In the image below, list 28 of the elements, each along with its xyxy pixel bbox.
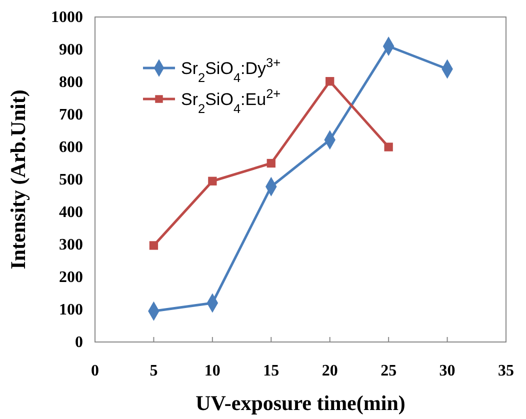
x-axis-title: UV-exposure time(min) bbox=[196, 391, 406, 415]
y-axis-title: Intensity (Arb.Unit) bbox=[6, 90, 30, 270]
y-tick-label: 500 bbox=[59, 172, 83, 189]
point bbox=[266, 158, 276, 168]
y-tick-label: 300 bbox=[59, 236, 83, 254]
point bbox=[326, 77, 334, 86]
y-tick-label: 1000 bbox=[51, 9, 83, 26]
point bbox=[384, 142, 393, 152]
x-tick-label: 10 bbox=[204, 362, 220, 380]
x-tick-label: 15 bbox=[263, 362, 280, 380]
x-tick-label: 0 bbox=[91, 362, 99, 380]
x-tick-label: 30 bbox=[439, 362, 456, 380]
point bbox=[208, 176, 217, 186]
y-tick-label: 200 bbox=[59, 269, 83, 286]
x-tick-label: 35 bbox=[498, 362, 514, 380]
y-tick-label: 100 bbox=[59, 302, 83, 319]
y-tick-label: 400 bbox=[59, 204, 83, 222]
x-tick-label: 20 bbox=[322, 362, 338, 380]
legend-label: Sr$_{2}$SiO$_{4}$:Eu$^{2+}$ bbox=[181, 86, 281, 116]
y-tick-label: 700 bbox=[59, 106, 83, 124]
y-tick-label: 800 bbox=[59, 74, 83, 92]
y-tick-label: 900 bbox=[59, 42, 83, 59]
legend-label: Sr$_{2}$SiO$_{4}$:Dy$^{3+}$ bbox=[181, 54, 281, 84]
x-tick-label: 25 bbox=[380, 362, 397, 380]
y-tick-label: 0 bbox=[75, 334, 83, 352]
point bbox=[149, 241, 158, 250]
y-tick-label: 600 bbox=[59, 139, 83, 156]
x-tick-label: 5 bbox=[150, 362, 158, 380]
